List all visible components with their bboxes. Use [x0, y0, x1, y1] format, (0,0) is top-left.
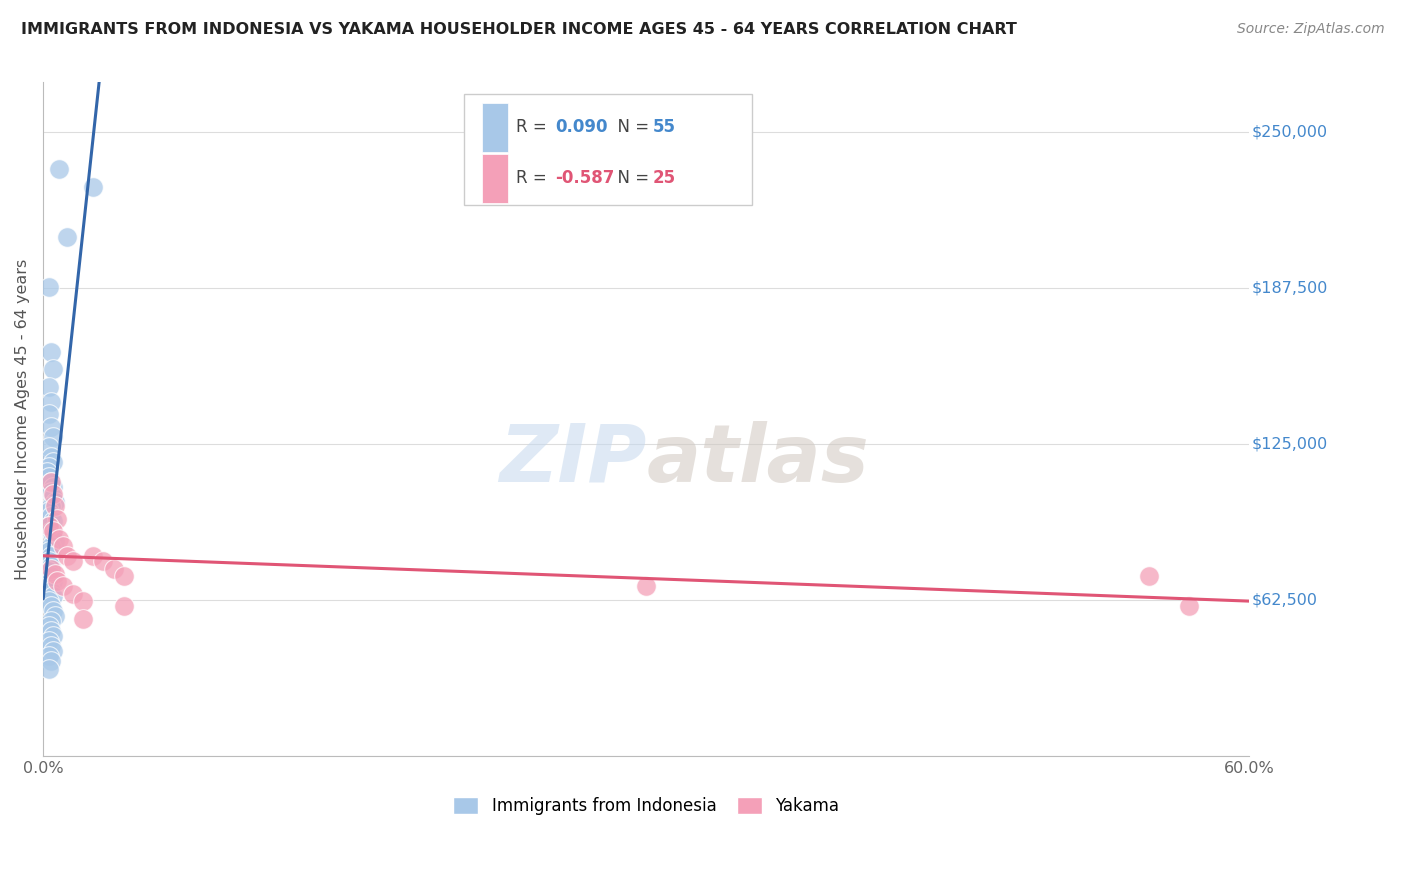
Point: [38, 459, 60, 474]
Point: [42, 590, 65, 604]
Point: [42, 362, 65, 376]
Point: [82, 549, 104, 564]
Point: [72, 612, 94, 626]
Point: [38, 440, 60, 454]
Point: [38, 594, 60, 608]
Point: [42, 574, 65, 589]
Point: [39, 559, 62, 574]
Point: [56, 549, 79, 564]
Point: [44, 500, 66, 514]
Point: [39, 344, 62, 359]
Point: [112, 599, 135, 614]
Point: [42, 604, 65, 618]
Point: [39, 549, 62, 564]
Point: [1137, 569, 1160, 583]
Text: R =: R =: [516, 169, 553, 187]
Point: [1178, 599, 1201, 614]
Point: [62, 554, 84, 568]
Legend: Immigrants from Indonesia, Yakama: Immigrants from Indonesia, Yakama: [447, 790, 845, 822]
Point: [39, 640, 62, 654]
Text: atlas: atlas: [647, 420, 869, 499]
Y-axis label: Householder Income Ages 45 - 64 years: Householder Income Ages 45 - 64 years: [15, 259, 30, 580]
Point: [44, 609, 66, 624]
Point: [48, 532, 70, 546]
Point: [44, 566, 66, 581]
Point: [42, 524, 65, 539]
Point: [39, 624, 62, 639]
Point: [38, 504, 60, 518]
Point: [38, 579, 60, 593]
Point: [38, 634, 60, 648]
Point: [44, 494, 66, 508]
Point: [46, 574, 69, 589]
Text: $250,000: $250,000: [1251, 124, 1327, 139]
Text: R =: R =: [516, 118, 553, 136]
Point: [39, 500, 62, 514]
Point: [39, 569, 62, 583]
Text: N =: N =: [607, 118, 655, 136]
Point: [72, 594, 94, 608]
Point: [42, 479, 65, 493]
Text: N =: N =: [607, 169, 655, 187]
Point: [39, 654, 62, 668]
Point: [38, 662, 60, 676]
Point: [42, 454, 65, 468]
Text: 0.090: 0.090: [555, 118, 607, 136]
Text: ZIP: ZIP: [499, 420, 647, 499]
Point: [103, 562, 125, 576]
Point: [38, 379, 60, 393]
Text: 55: 55: [652, 118, 675, 136]
Point: [39, 540, 62, 554]
Text: IMMIGRANTS FROM INDONESIA VS YAKAMA HOUSEHOLDER INCOME AGES 45 - 64 YEARS CORREL: IMMIGRANTS FROM INDONESIA VS YAKAMA HOUS…: [21, 22, 1017, 37]
Point: [42, 487, 65, 501]
Point: [42, 529, 65, 543]
Point: [38, 619, 60, 633]
Point: [39, 475, 62, 489]
Point: [38, 519, 60, 533]
Point: [112, 569, 135, 583]
Text: -0.587: -0.587: [555, 169, 614, 187]
Point: [37, 465, 59, 479]
Point: [38, 469, 60, 483]
Point: [39, 562, 62, 576]
Text: Source: ZipAtlas.com: Source: ZipAtlas.com: [1237, 22, 1385, 37]
Point: [39, 615, 62, 629]
Point: [39, 584, 62, 599]
Point: [39, 475, 62, 489]
Point: [636, 579, 658, 593]
Point: [38, 565, 60, 579]
Point: [38, 519, 60, 533]
Point: [82, 179, 104, 194]
Point: [38, 544, 60, 558]
Point: [62, 587, 84, 601]
Point: [39, 450, 62, 464]
Point: [56, 229, 79, 244]
Point: [42, 429, 65, 443]
Point: [38, 407, 60, 421]
Point: [42, 644, 65, 658]
Point: [38, 649, 60, 664]
Point: [48, 162, 70, 177]
Text: $187,500: $187,500: [1251, 280, 1327, 295]
Point: [39, 484, 62, 499]
Text: 25: 25: [652, 169, 675, 187]
Point: [42, 490, 65, 504]
Point: [42, 629, 65, 643]
Point: [44, 534, 66, 549]
Point: [39, 599, 62, 614]
Point: [52, 540, 75, 554]
Point: [39, 394, 62, 409]
Point: [39, 419, 62, 434]
Point: [38, 554, 60, 568]
Point: [93, 554, 115, 568]
Point: [39, 524, 62, 539]
Text: $62,500: $62,500: [1251, 592, 1317, 607]
Point: [39, 509, 62, 524]
Point: [46, 512, 69, 526]
Point: [52, 579, 75, 593]
Point: [38, 279, 60, 293]
Text: $125,000: $125,000: [1251, 436, 1327, 451]
Point: [42, 515, 65, 529]
